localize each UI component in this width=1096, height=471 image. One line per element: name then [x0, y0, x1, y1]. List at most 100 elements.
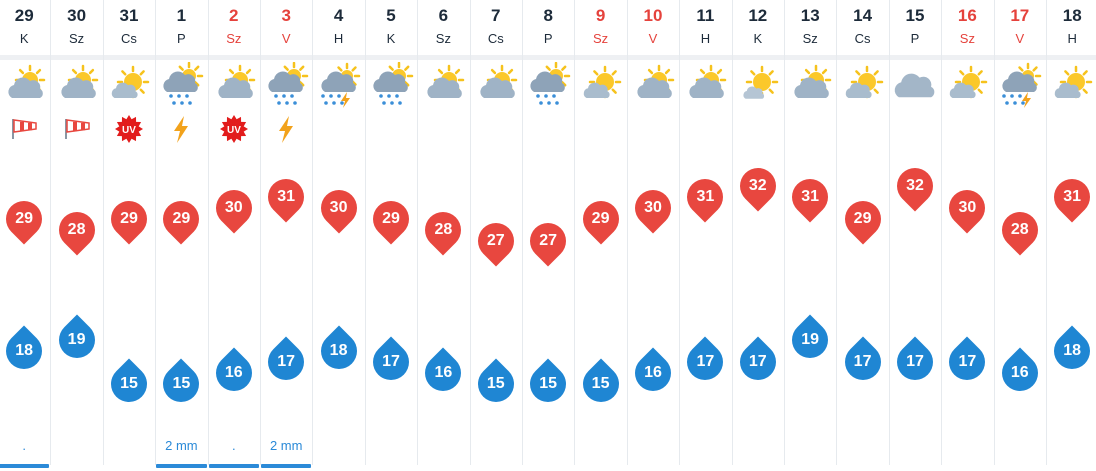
cloud-sun-rain-icon — [163, 62, 204, 105]
column-separator — [679, 0, 681, 465]
day-column[interactable]: 10 V 30 16 — [627, 0, 679, 471]
day-number: 18 — [1062, 6, 1082, 25]
day-name: Sz — [802, 31, 818, 46]
day-column[interactable]: 5 K 29 17 — [365, 0, 417, 471]
high-temp-value: 30 — [644, 199, 662, 216]
high-temp-value: 31 — [801, 188, 820, 205]
day-column[interactable]: 8 P 27 15 — [522, 0, 574, 471]
day-column[interactable]: 11 H 31 17 — [679, 0, 731, 471]
low-temp-value: 17 — [696, 353, 715, 370]
high-temp-value: 30 — [958, 199, 977, 216]
mostly-sunny-icon — [1054, 65, 1093, 99]
precipitation-amount: . — [231, 438, 236, 453]
high-temp-value: 31 — [277, 188, 296, 205]
day-column[interactable]: 1 P 29 15 2 mm — [155, 0, 207, 471]
high-temp-value: 28 — [434, 221, 453, 238]
day-column[interactable]: 13 Sz 31 19 — [784, 0, 836, 471]
mostly-sunny-icon — [845, 65, 883, 99]
lightning-icon — [174, 116, 189, 143]
partly-cloudy-icon — [480, 64, 518, 98]
day-column[interactable]: 4 H 30 18 — [312, 0, 365, 471]
day-column[interactable]: 7 Cs 27 15 — [470, 0, 522, 471]
partly-cloudy-icon — [794, 64, 832, 98]
day-name: K — [753, 31, 763, 46]
low-temp-value: 17 — [748, 353, 767, 370]
day-number: 2 — [229, 6, 239, 25]
column-separator — [993, 0, 995, 465]
high-temp-value: 29 — [15, 210, 34, 227]
precipitation-bar — [208, 464, 259, 468]
low-temp-value: 16 — [1010, 364, 1029, 381]
low-temp-value: 15 — [591, 375, 610, 392]
day-number: 30 — [67, 6, 87, 25]
day-name: Sz — [435, 31, 451, 46]
column-separator — [207, 0, 209, 465]
low-temp-value: 15 — [539, 375, 558, 392]
day-name: K — [386, 31, 396, 46]
column-separator — [784, 0, 785, 465]
uv-warning-icon: UV — [219, 115, 248, 143]
column-separator — [417, 0, 419, 465]
column-separator — [469, 0, 471, 465]
day-column[interactable]: 15 P 32 17 — [889, 0, 941, 471]
cloud-sun-rain-icon — [268, 62, 309, 105]
cloud-sun-rain-icon — [530, 62, 571, 105]
day-number: 31 — [119, 6, 139, 25]
column-separator — [155, 0, 157, 465]
thunderstorm-icon — [320, 62, 360, 108]
column-separator — [888, 0, 890, 465]
high-temp-value: 32 — [748, 177, 767, 194]
day-column[interactable]: 29 K 29 18. — [0, 0, 50, 471]
day-column[interactable]: 2 Sz UV 30 16. — [208, 0, 260, 471]
day-number: 5 — [386, 6, 396, 25]
low-temp-value: 15 — [486, 375, 505, 392]
column-separator — [574, 0, 576, 465]
day-column[interactable]: 6 Sz 28 16 — [417, 0, 469, 471]
high-temp-value: 32 — [906, 177, 924, 194]
day-number: 6 — [438, 6, 449, 25]
low-temp-value: 15 — [172, 375, 191, 392]
low-temp-value: 16 — [434, 364, 453, 381]
mostly-sunny-icon — [950, 65, 988, 99]
uv-warning-icon: UV — [114, 115, 143, 143]
sunny-cloud-icon — [743, 65, 779, 99]
header-divider — [0, 55, 1096, 60]
day-column[interactable]: 17 V 28 16 — [994, 0, 1046, 471]
precipitation-bar — [156, 464, 207, 468]
cloudy-icon — [894, 73, 935, 98]
day-column[interactable]: 3 V 31 17 2 mm — [260, 0, 312, 471]
mostly-sunny-icon — [583, 65, 621, 99]
day-column[interactable]: 18 H 31 18 — [1046, 0, 1096, 471]
day-column[interactable]: 30 Sz 28 19 — [50, 0, 103, 471]
mostly-sunny-icon — [111, 65, 150, 99]
low-temp-value: 17 — [382, 353, 400, 370]
column-separator — [626, 0, 628, 465]
precipitation-amount: 2 mm — [269, 438, 303, 453]
high-temp-value: 31 — [1063, 188, 1082, 205]
day-column[interactable]: 14 Cs 29 17 — [836, 0, 889, 471]
day-column[interactable]: 9 Sz 29 15 — [574, 0, 627, 471]
day-number: 14 — [853, 6, 873, 25]
day-number: 8 — [543, 6, 553, 25]
precipitation-bar — [261, 464, 312, 468]
day-name: V — [281, 31, 291, 46]
precipitation-amount: 2 mm — [165, 438, 198, 453]
day-column[interactable]: 12 K 32 17 — [732, 0, 784, 471]
low-temp-value: 17 — [958, 353, 977, 370]
column-separator — [522, 0, 523, 465]
low-temp-value: 19 — [801, 331, 820, 348]
day-column[interactable]: 31 Cs UV 29 15 — [103, 0, 155, 471]
low-temp-value: 18 — [15, 342, 34, 359]
day-number: 16 — [957, 6, 977, 25]
thunderstorm-icon — [1001, 62, 1042, 108]
day-number: 9 — [595, 6, 606, 25]
day-name: K — [19, 31, 29, 46]
day-column[interactable]: 16 Sz 30 17 — [941, 0, 993, 471]
day-name: Sz — [226, 31, 242, 46]
column-separator — [312, 0, 314, 465]
high-temp-value: 29 — [120, 210, 138, 227]
column-separator — [1046, 0, 1047, 465]
day-number: 12 — [748, 6, 768, 25]
precipitation-amount: . — [22, 438, 26, 453]
